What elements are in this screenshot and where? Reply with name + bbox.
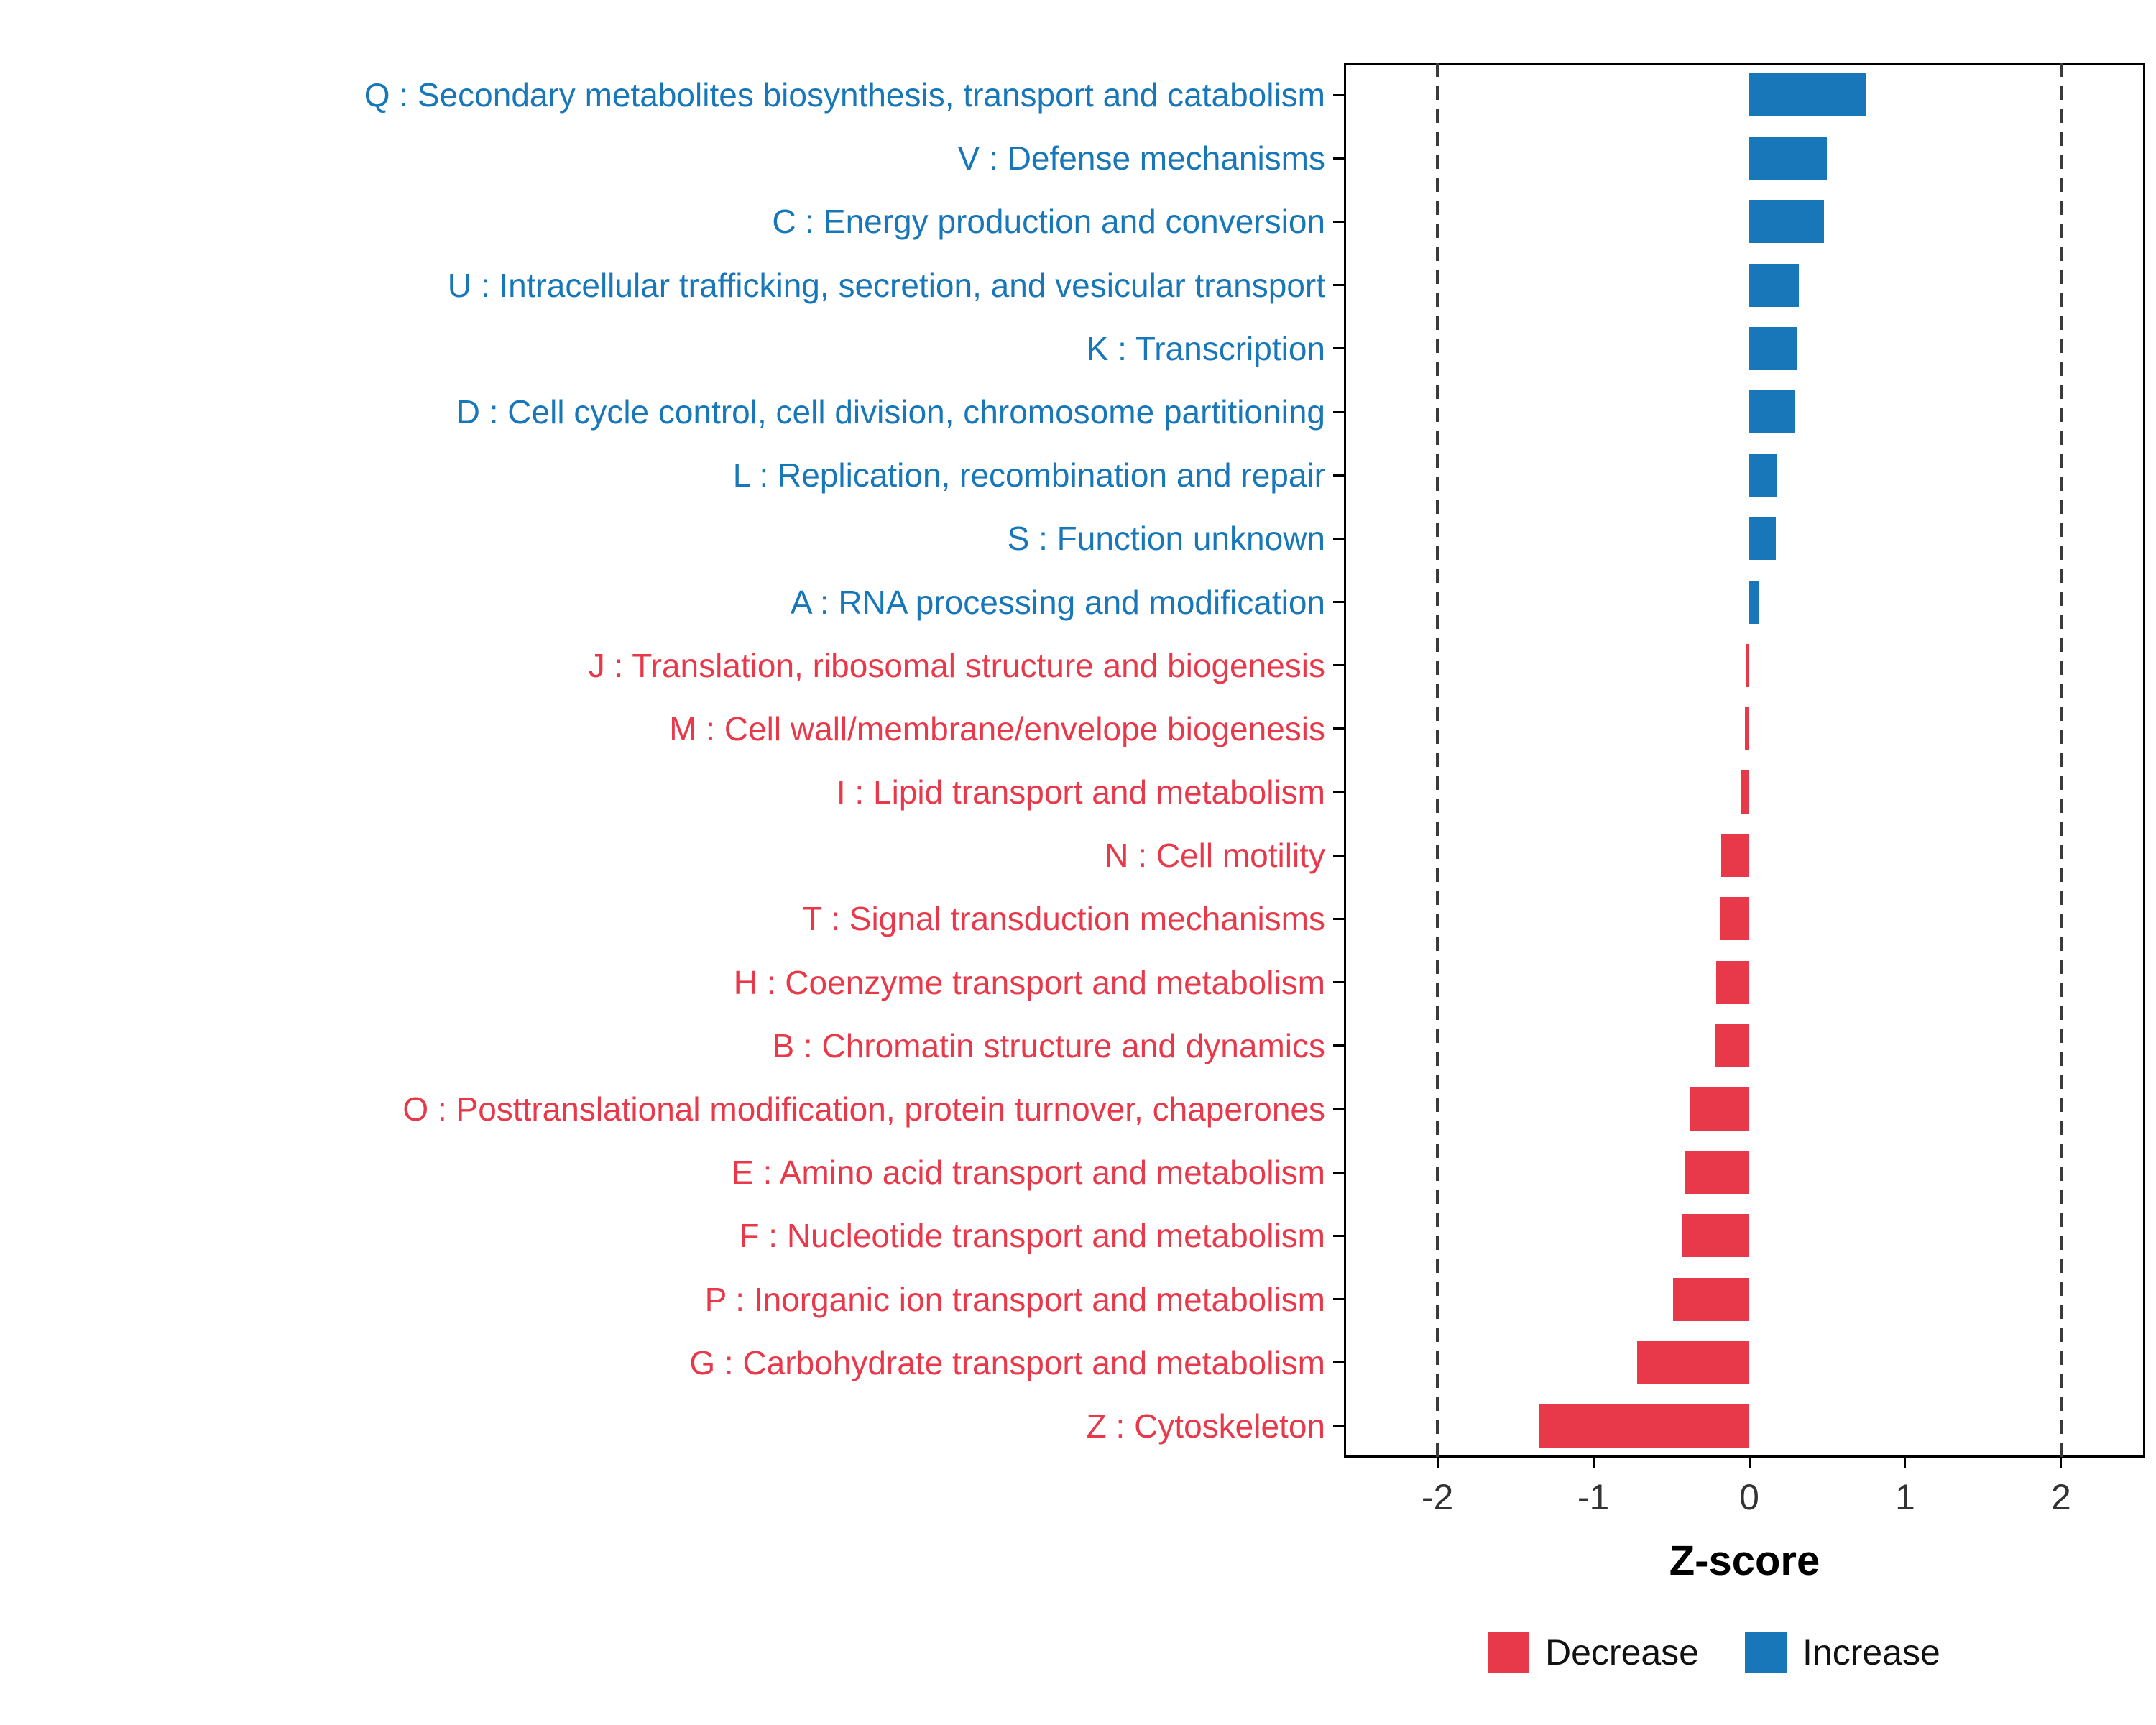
y-axis-tick (1333, 854, 1344, 857)
bar-L (1749, 454, 1778, 497)
bar-F (1682, 1214, 1749, 1258)
reference-line (2059, 63, 2063, 1458)
y-axis-tick (1333, 537, 1344, 540)
y-axis-tick (1333, 1361, 1344, 1364)
y-axis-tick (1333, 93, 1344, 96)
bar-C (1749, 200, 1825, 244)
category-label: S : Function unknown (1007, 520, 1325, 558)
x-axis-tick (1748, 1458, 1751, 1468)
legend-item-increase: Increase (1745, 1632, 1940, 1673)
category-label: H : Coenzyme transport and metabolism (733, 963, 1325, 1001)
y-axis-tick (1333, 410, 1344, 413)
bar-Z (1539, 1404, 1749, 1448)
category-label: K : Transcription (1086, 329, 1325, 367)
x-tick-label: -2 (1421, 1477, 1454, 1517)
category-label: Z : Cytoskeleton (1086, 1407, 1325, 1445)
category-label: O : Posttranslational modification, prot… (402, 1090, 1325, 1128)
bar-O (1690, 1087, 1749, 1131)
bar-N (1720, 834, 1749, 878)
y-axis-tick (1333, 1425, 1344, 1427)
y-axis-tick (1333, 981, 1344, 984)
y-axis-tick (1333, 1108, 1344, 1110)
x-tick-label: 0 (1739, 1477, 1759, 1517)
bar-H (1716, 960, 1749, 1004)
bar-K (1749, 326, 1798, 370)
bar-M (1744, 707, 1749, 750)
legend-item-decrease: Decrease (1488, 1632, 1699, 1673)
x-axis-tick (1592, 1458, 1595, 1468)
y-axis-tick (1333, 1044, 1344, 1047)
y-axis-tick (1333, 157, 1344, 160)
bar-I (1741, 770, 1749, 814)
x-tick-label: 1 (1895, 1477, 1915, 1517)
bar-E (1685, 1151, 1749, 1195)
decrease-color-swatch (1488, 1632, 1529, 1673)
y-axis-tick (1333, 1298, 1344, 1301)
bar-J (1746, 643, 1749, 687)
x-axis-title: Z-score (1669, 1537, 1820, 1584)
category-label: I : Lipid transport and metabolism (836, 773, 1325, 811)
category-label: B : Chromatin structure and dynamics (772, 1026, 1325, 1064)
x-tick-label: 2 (2050, 1477, 2071, 1517)
category-label: J : Translation, ribosomal structure and… (588, 646, 1325, 684)
x-axis-tick (1904, 1458, 1907, 1468)
reference-line (1436, 63, 1439, 1458)
category-label: N : Cell motility (1105, 837, 1325, 875)
y-axis-tick (1333, 601, 1344, 604)
category-label: E : Amino acid transport and metabolism (732, 1154, 1325, 1192)
y-axis-tick (1333, 284, 1344, 287)
category-label: M : Cell wall/membrane/envelope biogenes… (669, 709, 1325, 748)
y-axis-tick (1333, 791, 1344, 794)
bar-S (1749, 517, 1776, 561)
legend-label-increase: Increase (1802, 1632, 1940, 1673)
y-axis-tick (1333, 474, 1344, 477)
y-axis-tick (1333, 220, 1344, 223)
legend-label-decrease: Decrease (1545, 1632, 1699, 1673)
bar-Q (1749, 73, 1866, 117)
category-label: L : Replication, recombination and repai… (732, 456, 1325, 494)
category-label: D : Cell cycle control, cell division, c… (456, 393, 1325, 431)
category-label: A : RNA processing and modification (790, 583, 1325, 621)
bar-P (1672, 1277, 1749, 1321)
increase-color-swatch (1745, 1632, 1787, 1673)
bar-D (1749, 390, 1795, 433)
category-label: G : Carbohydrate transport and metabolis… (689, 1343, 1325, 1381)
category-label: F : Nucleotide transport and metabolism (739, 1217, 1325, 1255)
category-label: V : Defense mechanisms (957, 139, 1325, 178)
bar-B (1715, 1024, 1749, 1067)
y-axis-tick (1333, 917, 1344, 920)
category-label: U : Intracellular trafficking, secretion… (447, 266, 1325, 304)
bar-V (1749, 137, 1828, 180)
category-label: P : Inorganic ion transport and metaboli… (704, 1280, 1325, 1318)
y-axis-tick (1333, 664, 1344, 667)
bar-U (1749, 263, 1800, 307)
category-label: Q : Secondary metabolites biosynthesis, … (364, 76, 1325, 114)
x-axis-tick (1436, 1458, 1439, 1468)
bar-G (1636, 1340, 1749, 1384)
y-axis-tick (1333, 727, 1344, 730)
y-axis-tick (1333, 1234, 1344, 1237)
y-axis-tick (1333, 347, 1344, 350)
x-axis-tick (2060, 1458, 2063, 1468)
bar-A (1749, 580, 1759, 624)
y-axis-tick (1333, 1171, 1344, 1174)
x-tick-label: -1 (1577, 1477, 1610, 1517)
bar-T (1719, 897, 1749, 941)
category-label: C : Energy production and conversion (772, 203, 1325, 241)
legend: Decrease Increase (1488, 1632, 1940, 1673)
category-label: T : Signal transduction mechanisms (802, 900, 1325, 938)
